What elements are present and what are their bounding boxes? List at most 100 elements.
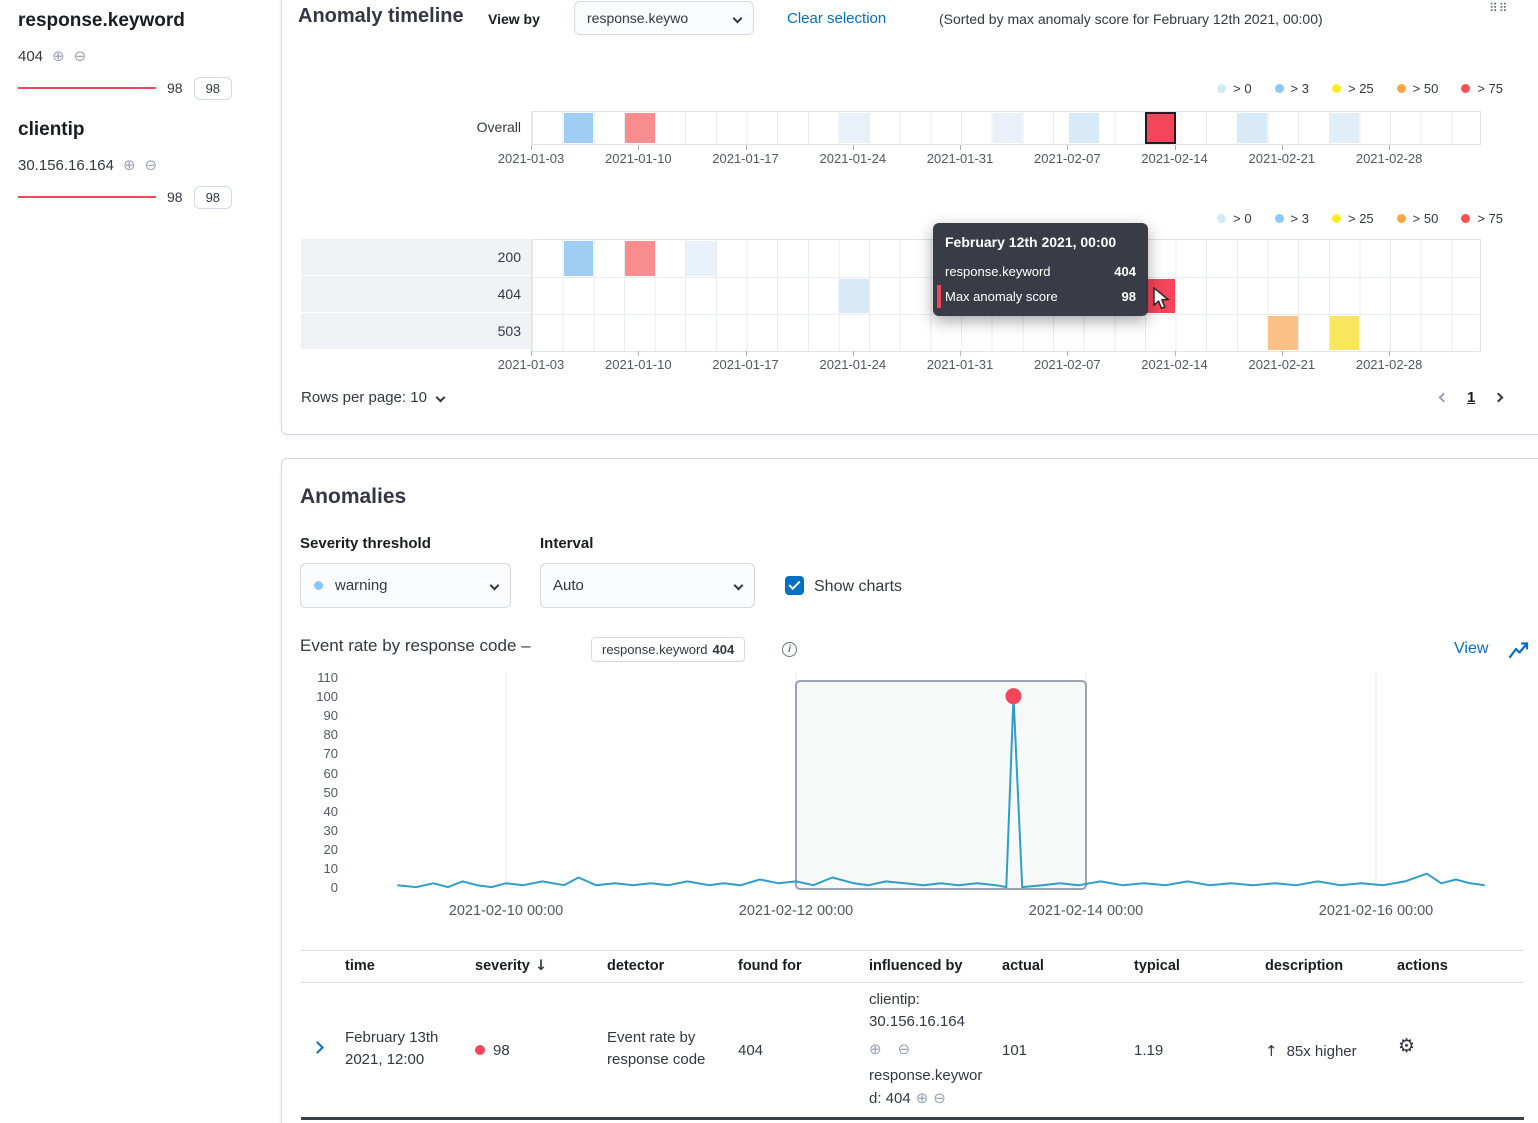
anomalies-title: Anomalies [300, 485, 407, 508]
page-number-button[interactable]: 1 [1467, 389, 1476, 406]
add-filter-icon[interactable]: ⊕ [915, 1089, 929, 1107]
swimlane-cell[interactable] [1268, 316, 1299, 350]
legend-dot-icon [1396, 84, 1406, 93]
svg-text:2021-02-10 00:00: 2021-02-10 00:00 [449, 903, 564, 919]
add-filter-icon[interactable]: ⊕ [122, 156, 136, 174]
view-link[interactable]: View [1454, 640, 1489, 657]
y-axis-label: 70 [323, 746, 338, 762]
interval-label: Interval [540, 535, 594, 552]
legend-label: > 75 [1477, 81, 1503, 96]
swimlane-cell[interactable] [992, 113, 1023, 143]
axis-tick-label: 2021-02-07 [1027, 145, 1107, 166]
remove-filter-icon[interactable]: ⊖ [144, 156, 158, 174]
influencer-field-name: clientip [18, 119, 85, 140]
overall-swimlane [531, 111, 1481, 145]
axis-tick-label: 2021-01-31 [920, 351, 1000, 372]
column-header-severity[interactable]: severity ↓ [475, 958, 547, 974]
sort-desc-icon: ↓ [534, 958, 547, 974]
axis-tick-label: 2021-02-14 [1135, 351, 1215, 372]
event-rate-chart[interactable]: 2021-02-10 00:00 2021-02-12 00:00 2021-02-… [341, 665, 1526, 921]
swimlane-cell[interactable] [1069, 113, 1099, 143]
view-by-select[interactable]: response.keywo [574, 1, 754, 35]
legend-label: > 25 [1347, 211, 1374, 226]
rows-per-page-label: Rows per page: 10 [301, 389, 427, 406]
axis-tick-label: 2021-01-03 [491, 145, 571, 166]
axis-tick-label: 2021-01-10 [598, 351, 678, 372]
severity-threshold-label: Severity threshold [300, 535, 431, 552]
y-axis-label: 50 [323, 784, 338, 800]
next-page-icon[interactable] [1493, 392, 1504, 403]
axis-tick-label: 2021-02-28 [1349, 145, 1429, 166]
axis-tick-label: 2021-02-28 [1349, 351, 1429, 372]
add-filter-icon[interactable]: ⊕ [52, 47, 65, 65]
axis-tick-label: 2021-01-24 [813, 145, 893, 166]
cell-time: February 13th 2021, 12:00 [345, 1029, 439, 1068]
show-charts-checkbox[interactable] [785, 576, 804, 595]
remove-filter-icon[interactable]: ⊖ [933, 1089, 946, 1107]
cell-influenced-by: clientip: 30.156.16.164 ⊕ ⊖ response.keyw… [869, 989, 1003, 1110]
clear-selection-link[interactable]: Clear selection [787, 10, 887, 27]
legend-dot-icon [1331, 84, 1341, 93]
timeline-axis: 2021-01-03 2021-01-10 2021-01-17 2021-01-24… [498, 145, 1481, 169]
swimlane-cell[interactable] [563, 241, 594, 276]
axis-tick-label: 2021-02-21 [1242, 351, 1322, 372]
swimlane-cell[interactable] [624, 113, 655, 143]
severity-score: 98 [493, 1042, 510, 1059]
gear-icon[interactable]: ⚙ [1398, 1035, 1416, 1057]
expand-row-icon[interactable] [311, 1041, 324, 1054]
cell-detector: Event rate by response code [607, 1029, 706, 1068]
row-divider [301, 1117, 1524, 1120]
tooltip-row: response.keyword 404 [945, 264, 1136, 279]
legend-label: > 50 [1412, 211, 1439, 226]
influencer-max-score: 98 [167, 80, 183, 96]
column-header-detector[interactable]: detector [607, 958, 665, 974]
y-axis-label: 30 [323, 822, 338, 838]
axis-tick-label: 2021-02-14 [1135, 145, 1215, 166]
swimlane-cell[interactable] [1237, 113, 1268, 143]
column-header-found-for[interactable]: found for [738, 958, 802, 974]
rows-per-page-control[interactable]: Rows per page: 10 [301, 389, 446, 406]
legend-label: > 75 [1477, 211, 1503, 226]
legend-item: > 25 [1331, 81, 1374, 96]
y-axis-label: 80 [323, 727, 338, 743]
legend-item: > 3 [1274, 81, 1309, 96]
y-axis-label: 100 [316, 689, 338, 705]
axis-tick-label: 2021-01-03 [491, 351, 571, 372]
swimlane-cell[interactable] [686, 241, 716, 276]
influencer-group: response.keyword 404 ⊕ ⊖ 98 98 [0, 8, 281, 117]
swimlane-cell[interactable] [1329, 316, 1360, 350]
show-charts-label: Show charts [814, 578, 903, 595]
swimlane-cell[interactable] [839, 113, 870, 143]
swimlane-cell[interactable] [1329, 113, 1360, 143]
interval-select[interactable]: Auto [540, 563, 755, 608]
column-header-actions[interactable]: actions [1397, 958, 1448, 974]
previous-page-icon[interactable] [1438, 392, 1449, 403]
swimlane-label: 404 [301, 276, 531, 313]
swimlane-cell[interactable] [1144, 112, 1177, 144]
legend-dot-icon [1217, 214, 1227, 223]
legend-item: > 25 [1331, 211, 1374, 226]
remove-filter-icon[interactable]: ⊖ [897, 1040, 911, 1058]
anomalies-table-row: February 13th 2021, 12:00 98 Event rate … [301, 983, 1524, 1122]
swimlane-cell[interactable] [624, 241, 655, 276]
info-icon[interactable]: i [782, 642, 797, 657]
severity-threshold-select[interactable]: warning [300, 563, 511, 608]
badge-value: 404 [712, 642, 735, 657]
panel-drag-handle-icon[interactable]: ⠿⠿ [1489, 1, 1509, 15]
column-header-time[interactable]: time [345, 958, 375, 974]
column-header-actual[interactable]: actual [1002, 958, 1044, 974]
influencer-max-score: 98 [167, 189, 183, 205]
legend-label: > 3 [1290, 211, 1309, 226]
y-axis-label: 20 [323, 841, 338, 857]
chevron-down-icon [435, 392, 446, 403]
swimlane-cell[interactable] [839, 279, 870, 313]
view-by-label: View by [488, 11, 540, 27]
add-filter-icon[interactable]: ⊕ [869, 1040, 882, 1058]
influencer-total-score-badge: 98 [193, 185, 233, 209]
swimlane-cell[interactable] [563, 113, 594, 143]
column-header-description[interactable]: description [1265, 958, 1344, 974]
cell-tooltip: February 12th 2021, 00:00 response.keywo… [933, 223, 1148, 316]
remove-filter-icon[interactable]: ⊖ [73, 47, 87, 65]
column-header-influenced-by[interactable]: influenced by [869, 958, 963, 974]
column-header-typical[interactable]: typical [1134, 958, 1180, 974]
